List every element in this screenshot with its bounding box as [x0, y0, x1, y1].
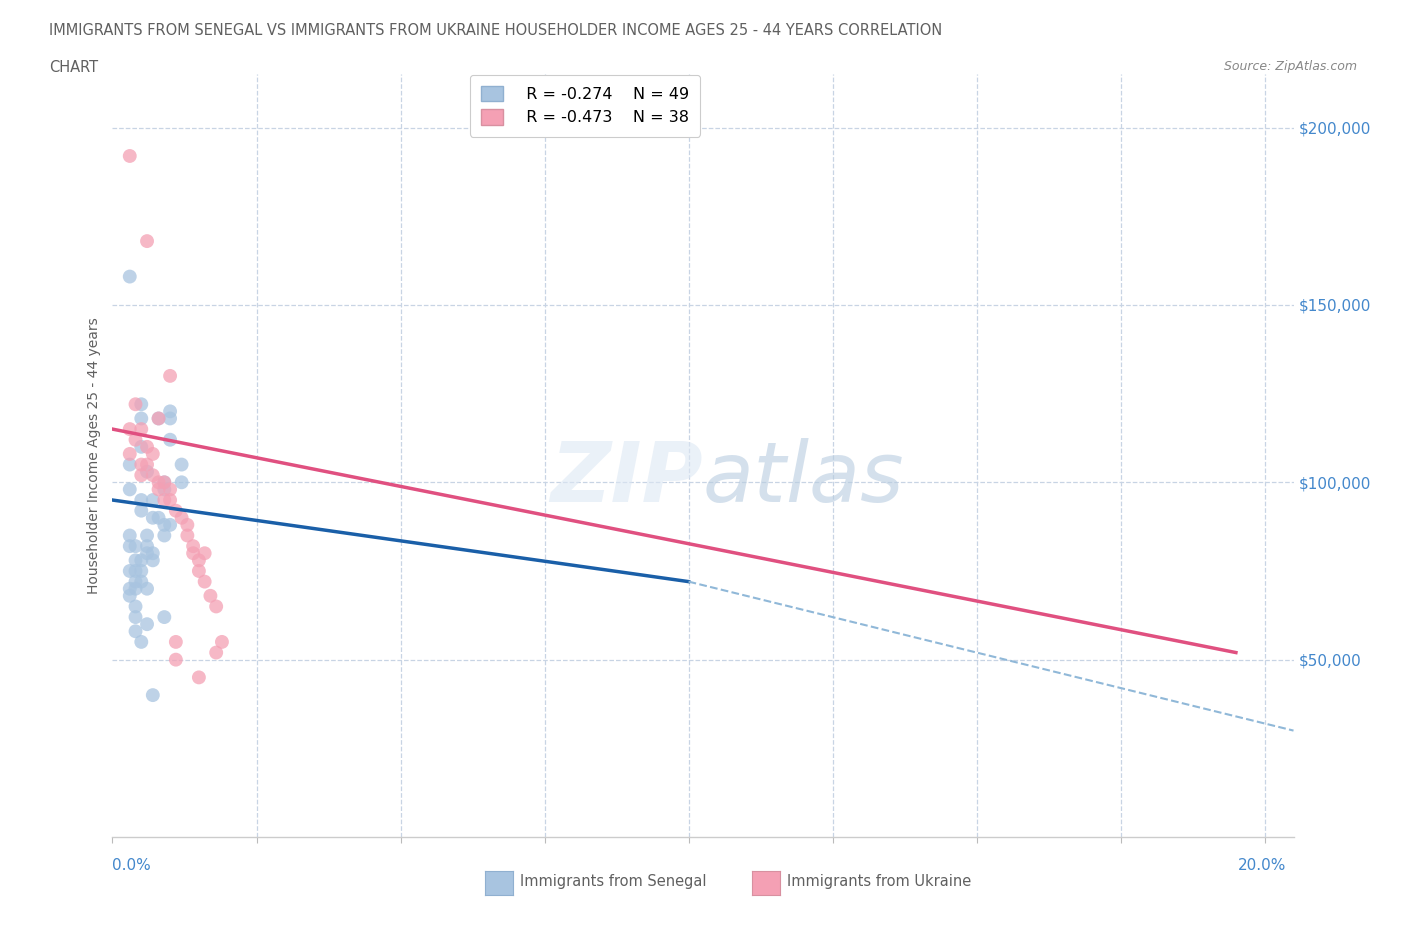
Point [153, 528, 176, 543]
Point [136, 546, 159, 561]
Point [118, 446, 141, 461]
Point [159, 404, 181, 418]
Point [124, 581, 146, 596]
Point [170, 458, 193, 472]
Point [136, 581, 159, 596]
Point [181, 546, 204, 561]
Point [124, 538, 146, 553]
Point [136, 464, 159, 479]
Point [129, 458, 152, 472]
Point [153, 475, 176, 490]
Point [118, 528, 141, 543]
Point [118, 538, 141, 553]
Point [129, 468, 152, 483]
Point [176, 528, 198, 543]
Point [118, 564, 141, 578]
Text: Source: ZipAtlas.com: Source: ZipAtlas.com [1223, 60, 1357, 73]
Point [153, 493, 176, 508]
Point [148, 475, 170, 490]
Point [136, 617, 159, 631]
Point [124, 599, 146, 614]
Point [148, 511, 170, 525]
Point [181, 538, 204, 553]
Point [165, 634, 187, 649]
Point [170, 511, 193, 525]
Point [129, 564, 152, 578]
Point [187, 564, 209, 578]
Point [118, 269, 141, 284]
Point [170, 475, 193, 490]
Point [176, 517, 198, 532]
Point [194, 574, 217, 589]
Point [205, 645, 228, 660]
Point [129, 574, 152, 589]
Point [124, 432, 146, 447]
Point [124, 397, 146, 412]
Point [142, 446, 165, 461]
Point [153, 517, 176, 532]
Point [205, 599, 228, 614]
Point [129, 634, 152, 649]
Text: Immigrants from Ukraine: Immigrants from Ukraine [787, 874, 972, 889]
Point [159, 482, 181, 497]
Point [142, 687, 165, 702]
Point [129, 421, 152, 436]
Text: 20.0%: 20.0% [1239, 857, 1286, 872]
Point [142, 553, 165, 568]
Point [211, 634, 233, 649]
Text: CHART: CHART [49, 60, 98, 75]
Point [148, 411, 170, 426]
Legend:   R = -0.274    N = 49,   R = -0.473    N = 38: R = -0.274 N = 49, R = -0.473 N = 38 [470, 74, 700, 137]
Point [153, 610, 176, 625]
Point [142, 493, 165, 508]
Point [129, 493, 152, 508]
Point [142, 511, 165, 525]
Point [118, 482, 141, 497]
Point [129, 503, 152, 518]
Point [124, 564, 146, 578]
Point [159, 411, 181, 426]
Point [136, 439, 159, 454]
Text: atlas: atlas [703, 438, 904, 519]
Point [129, 411, 152, 426]
Point [136, 538, 159, 553]
Point [118, 581, 141, 596]
Point [142, 468, 165, 483]
Point [129, 397, 152, 412]
Point [148, 482, 170, 497]
Text: 0.0%: 0.0% [112, 857, 152, 872]
Point [159, 493, 181, 508]
Point [159, 432, 181, 447]
Point [153, 475, 176, 490]
Point [159, 368, 181, 383]
Text: IMMIGRANTS FROM SENEGAL VS IMMIGRANTS FROM UKRAINE HOUSEHOLDER INCOME AGES 25 - : IMMIGRANTS FROM SENEGAL VS IMMIGRANTS FR… [49, 23, 942, 38]
Text: ZIP: ZIP [550, 438, 703, 519]
Point [129, 553, 152, 568]
Point [136, 528, 159, 543]
Point [165, 503, 187, 518]
Point [153, 482, 176, 497]
Point [118, 421, 141, 436]
Point [194, 546, 217, 561]
Point [165, 652, 187, 667]
Point [136, 458, 159, 472]
Point [148, 411, 170, 426]
Y-axis label: Householder Income Ages 25 - 44 years: Householder Income Ages 25 - 44 years [87, 317, 101, 594]
Point [124, 553, 146, 568]
Point [124, 610, 146, 625]
Point [159, 517, 181, 532]
Point [129, 439, 152, 454]
Text: Immigrants from Senegal: Immigrants from Senegal [520, 874, 707, 889]
Point [124, 574, 146, 589]
Point [200, 589, 222, 604]
Point [187, 553, 209, 568]
Point [187, 670, 209, 684]
Point [142, 546, 165, 561]
Point [136, 233, 159, 248]
Point [124, 624, 146, 639]
Point [118, 149, 141, 164]
Point [118, 589, 141, 604]
Point [118, 458, 141, 472]
